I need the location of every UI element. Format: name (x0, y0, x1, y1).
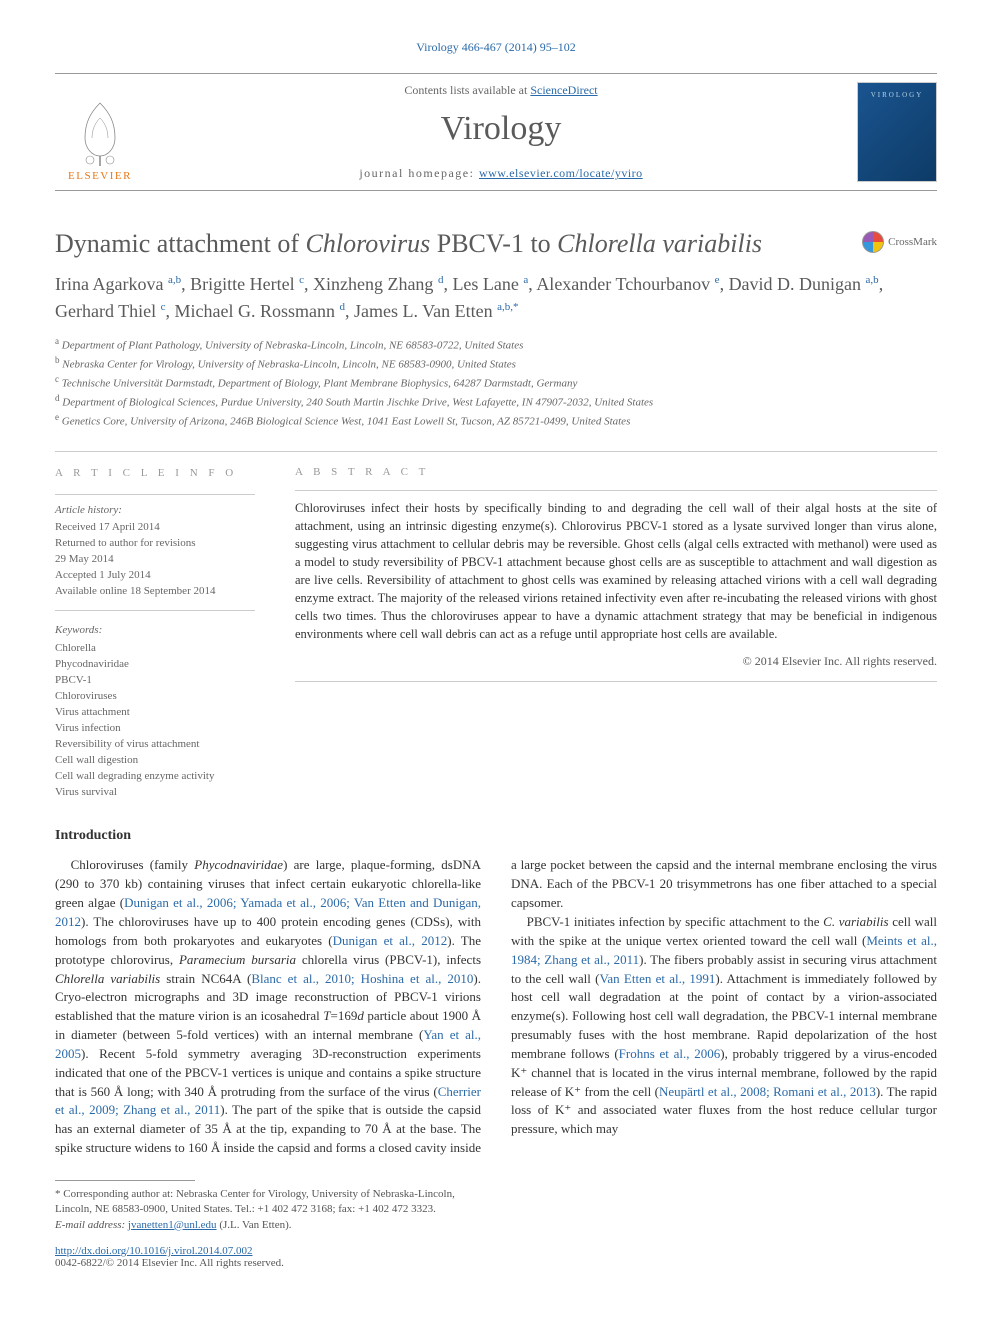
elsevier-logo: ELSEVIER (55, 82, 145, 182)
crossmark-icon (862, 231, 884, 253)
abstract-copyright: © 2014 Elsevier Inc. All rights reserved… (295, 654, 937, 669)
homepage-line: journal homepage: www.elsevier.com/locat… (145, 166, 857, 181)
keyword: Virus attachment (55, 705, 255, 721)
citation-line: Virology 466-467 (2014) 95–102 (55, 40, 937, 55)
author: Irina Agarkova a,b (55, 274, 181, 294)
history-item: Returned to author for revisions (55, 536, 255, 552)
crossmark-badge[interactable]: CrossMark (862, 231, 937, 253)
author: Les Lane a (452, 274, 528, 294)
sciencedirect-link[interactable]: ScienceDirect (530, 83, 597, 97)
body-text: Chloroviruses (family Phycodnaviridae) a… (55, 856, 937, 1158)
author: Alexander Tchourbanov e (536, 274, 719, 294)
author: David D. Dunigan a,b (729, 274, 879, 294)
affiliation: d Department of Biological Sciences, Pur… (55, 392, 937, 411)
doi-link[interactable]: http://dx.doi.org/10.1016/j.virol.2014.0… (55, 1245, 253, 1257)
issn-line: 0042-6822/© 2014 Elsevier Inc. All right… (55, 1257, 284, 1269)
affiliation: c Technische Universität Darmstadt, Depa… (55, 373, 937, 392)
authors-list: Irina Agarkova a,b, Brigitte Hertel c, X… (55, 271, 937, 325)
history-item: Received 17 April 2014 (55, 520, 255, 536)
author: Gerhard Thiel c (55, 301, 166, 321)
abstract-heading: A B S T R A C T (295, 466, 937, 478)
author: Xinzheng Zhang d (313, 274, 443, 294)
author: Brigitte Hertel c (190, 274, 304, 294)
corresponding-author-note: * Corresponding author at: Nebraska Cent… (55, 1187, 478, 1218)
affiliation: b Nebraska Center for Virology, Universi… (55, 354, 937, 373)
history-item: Available online 18 September 2014 (55, 584, 255, 600)
article-info-column: A R T I C L E I N F O Article history: R… (55, 466, 255, 801)
homepage-link[interactable]: www.elsevier.com/locate/yviro (479, 166, 643, 180)
introduction-heading: Introduction (55, 828, 937, 844)
history-item: 29 May 2014 (55, 552, 255, 568)
keyword: Cell wall degrading enzyme activity (55, 769, 255, 785)
abstract-column: A B S T R A C T Chloroviruses infect the… (295, 466, 937, 801)
crossmark-label: CrossMark (888, 236, 937, 248)
keyword: Phycodnaviridae (55, 657, 255, 673)
article-info-heading: A R T I C L E I N F O (55, 466, 255, 482)
affiliations-list: a Department of Plant Pathology, Univers… (55, 335, 937, 431)
contents-line: Contents lists available at ScienceDirec… (145, 83, 857, 98)
journal-name: Virology (145, 110, 857, 148)
email-line: E-mail address: jvanetten1@unl.edu (J.L.… (55, 1218, 478, 1233)
keyword: Chloroviruses (55, 689, 255, 705)
keyword: Chlorella (55, 641, 255, 657)
keyword: Virus infection (55, 721, 255, 737)
author: James L. Van Etten a,b,* (354, 301, 519, 321)
history-heading: Article history: (55, 503, 255, 519)
elsevier-label: ELSEVIER (68, 170, 132, 182)
body-paragraph: PBCV-1 initiates infection by specific a… (511, 913, 937, 1139)
email-link[interactable]: jvanetten1@unl.edu (128, 1219, 217, 1231)
journal-cover-thumbnail: VIROLOGY (857, 82, 937, 182)
footnotes: * Corresponding author at: Nebraska Cent… (55, 1187, 478, 1233)
keywords-heading: Keywords: (55, 623, 255, 639)
author: Michael G. Rossmann d (175, 301, 345, 321)
affiliation: e Genetics Core, University of Arizona, … (55, 411, 937, 430)
article-title: Dynamic attachment of Chlorovirus PBCV-1… (55, 227, 862, 261)
keyword: Reversibility of virus attachment (55, 737, 255, 753)
keyword: Cell wall digestion (55, 753, 255, 769)
elsevier-tree-icon (70, 98, 130, 168)
affiliation: a Department of Plant Pathology, Univers… (55, 335, 937, 354)
abstract-text: Chloroviruses infect their hosts by spec… (295, 499, 937, 644)
journal-header: ELSEVIER Contents lists available at Sci… (55, 73, 937, 191)
doi-block: http://dx.doi.org/10.1016/j.virol.2014.0… (55, 1245, 937, 1269)
keyword: PBCV-1 (55, 673, 255, 689)
history-item: Accepted 1 July 2014 (55, 568, 255, 584)
keyword: Virus survival (55, 785, 255, 801)
